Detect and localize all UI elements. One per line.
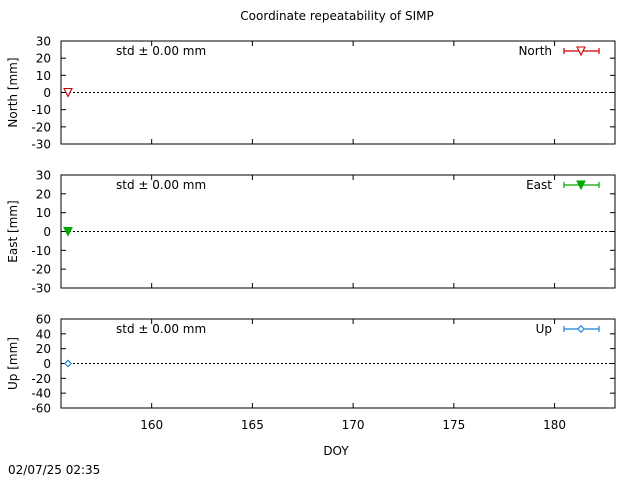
up-xtick-label: 175 — [442, 418, 465, 432]
up-ytick-label: 0 — [43, 357, 51, 371]
east-std-label: std ± 0.00 mm — [116, 178, 206, 192]
up-ytick-label: -60 — [31, 402, 51, 416]
north-std-label: std ± 0.00 mm — [116, 44, 206, 58]
north-legend-marker — [576, 46, 586, 57]
up-y-axis-label: Up [mm] — [6, 337, 20, 390]
east-ytick-label: 0 — [43, 225, 51, 239]
up-data-point — [64, 359, 72, 368]
east-legend-marker — [576, 180, 586, 191]
north-ytick-label: -30 — [31, 138, 51, 152]
east-ytick-label: 10 — [36, 206, 51, 220]
north-data-point — [63, 87, 73, 98]
east-ytick-label: -10 — [31, 244, 51, 258]
north-y-axis-label: North [mm] — [6, 57, 20, 127]
up-xtick-label: 180 — [543, 418, 566, 432]
east-ytick-label: -30 — [31, 282, 51, 296]
panel-north: -30 -20 -10 0 10 20 30 North [mm] std ± 0.00 mm N… — [6, 35, 616, 152]
east-ytick-label: 20 — [36, 187, 51, 201]
up-legend-label: Up — [536, 322, 552, 336]
chart-title: Coordinate repeatability of SIMP — [240, 9, 433, 23]
north-ytick-label: 0 — [43, 86, 51, 100]
timestamp: 02/07/25 02:35 — [8, 463, 100, 477]
up-xtick-label: 165 — [241, 418, 264, 432]
north-ytick-label: 20 — [36, 52, 51, 66]
north-legend-label: North — [518, 44, 552, 58]
up-ytick-label: 20 — [36, 342, 51, 356]
up-ytick-label: -20 — [31, 372, 51, 386]
panel-east: -30 -20 -10 0 10 20 30 East [mm] std ± 0.00 mm Ea… — [6, 169, 616, 296]
east-legend-label: East — [526, 178, 552, 192]
north-ytick-label: 30 — [36, 35, 51, 49]
north-ytick-label: -20 — [31, 120, 51, 134]
east-data-point — [63, 226, 73, 237]
up-ytick-label: 60 — [36, 313, 51, 327]
east-ytick-label: 30 — [36, 169, 51, 183]
up-xtick-label: 160 — [140, 418, 163, 432]
up-ytick-label: -40 — [31, 387, 51, 401]
east-ytick-label: -20 — [31, 263, 51, 277]
x-axis-label: DOY — [323, 444, 349, 458]
up-legend-marker — [577, 325, 585, 333]
up-std-label: std ± 0.00 mm — [116, 322, 206, 336]
east-y-axis-label: East [mm] — [6, 200, 20, 262]
north-ytick-label: 10 — [36, 69, 51, 83]
north-ytick-label: -10 — [31, 103, 51, 117]
up-xtick-label: 170 — [342, 418, 365, 432]
up-ytick-label: 40 — [36, 327, 51, 341]
